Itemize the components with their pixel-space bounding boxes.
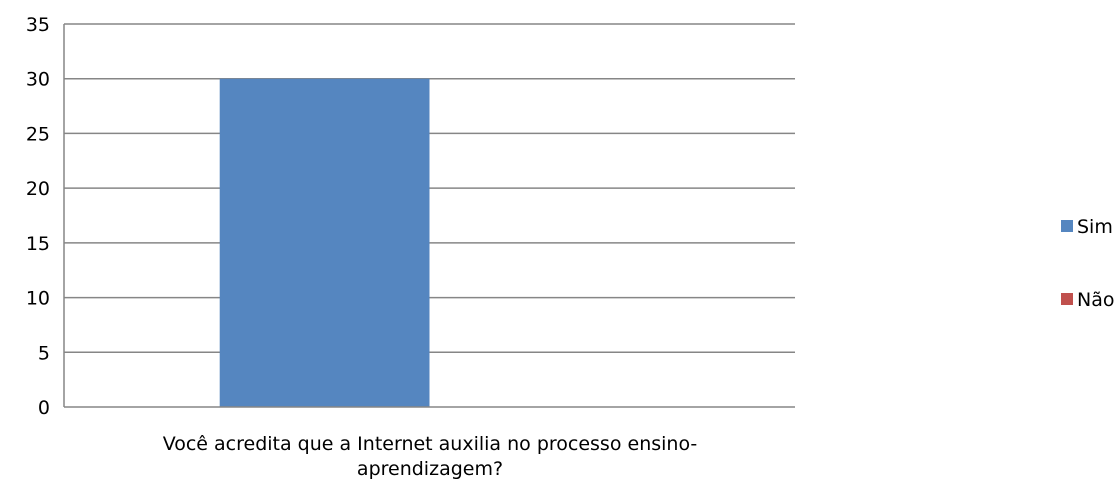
legend: Sim Não	[1061, 216, 1114, 311]
y-tick-label-10: 10	[26, 288, 50, 310]
y-tick-label-25: 25	[26, 123, 50, 145]
category-label-line-1: Você acredita que a Internet auxilia no …	[163, 433, 698, 455]
y-tick-label-0: 0	[38, 397, 50, 419]
category-label-line-2: aprendizagem?	[357, 458, 503, 480]
x-category-label: Você acredita que a Internet auxilia no …	[163, 433, 698, 480]
bars	[219, 78, 430, 407]
y-tick-label-35: 35	[26, 14, 50, 36]
y-tick-label-20: 20	[26, 178, 50, 200]
legend-swatch-nao	[1061, 293, 1073, 305]
axes	[63, 24, 795, 408]
y-tick-label-15: 15	[26, 233, 50, 255]
bar-sim	[219, 78, 430, 407]
legend-label-nao: Não	[1077, 289, 1114, 311]
legend-label-sim: Sim	[1077, 216, 1113, 238]
y-tick-label-30: 30	[26, 69, 50, 91]
legend-swatch-sim	[1061, 220, 1073, 232]
y-tick-label-5: 5	[38, 342, 50, 364]
y-tick-labels: 0 5 10 15 20 25 30 35	[26, 14, 50, 419]
